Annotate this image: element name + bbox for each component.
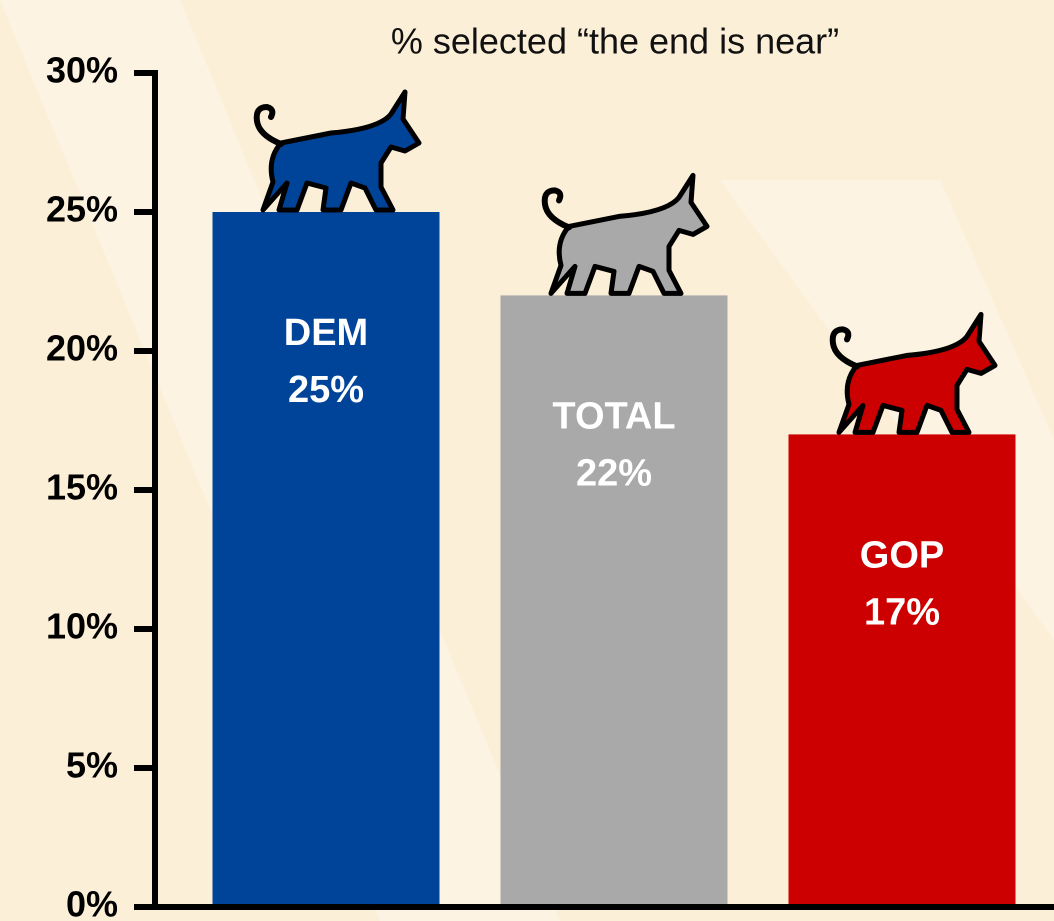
category-label: GOP <box>860 534 944 576</box>
category-label: DEM <box>284 312 368 354</box>
value-label: 25% <box>288 369 364 411</box>
value-label: 22% <box>576 452 652 494</box>
y-tick-label: 25% <box>46 189 118 230</box>
bar <box>212 212 440 907</box>
value-label: 17% <box>864 591 940 633</box>
bar <box>500 295 728 907</box>
bar <box>788 434 1016 907</box>
y-tick-label: 30% <box>46 50 118 91</box>
y-tick-label: 15% <box>46 467 118 508</box>
y-tick-label: 0% <box>66 884 118 921</box>
chart-title: % selected “the end is near” <box>391 21 839 62</box>
y-tick-label: 20% <box>46 328 118 369</box>
plot-area: 0% 5% 10% 15% 20% 25% 30% DEM 25% TOTAL 22% GOP 17% <box>46 50 1016 921</box>
y-tick-label: 5% <box>66 745 118 786</box>
y-tick-label: 10% <box>46 606 118 647</box>
category-label: TOTAL <box>552 395 675 437</box>
